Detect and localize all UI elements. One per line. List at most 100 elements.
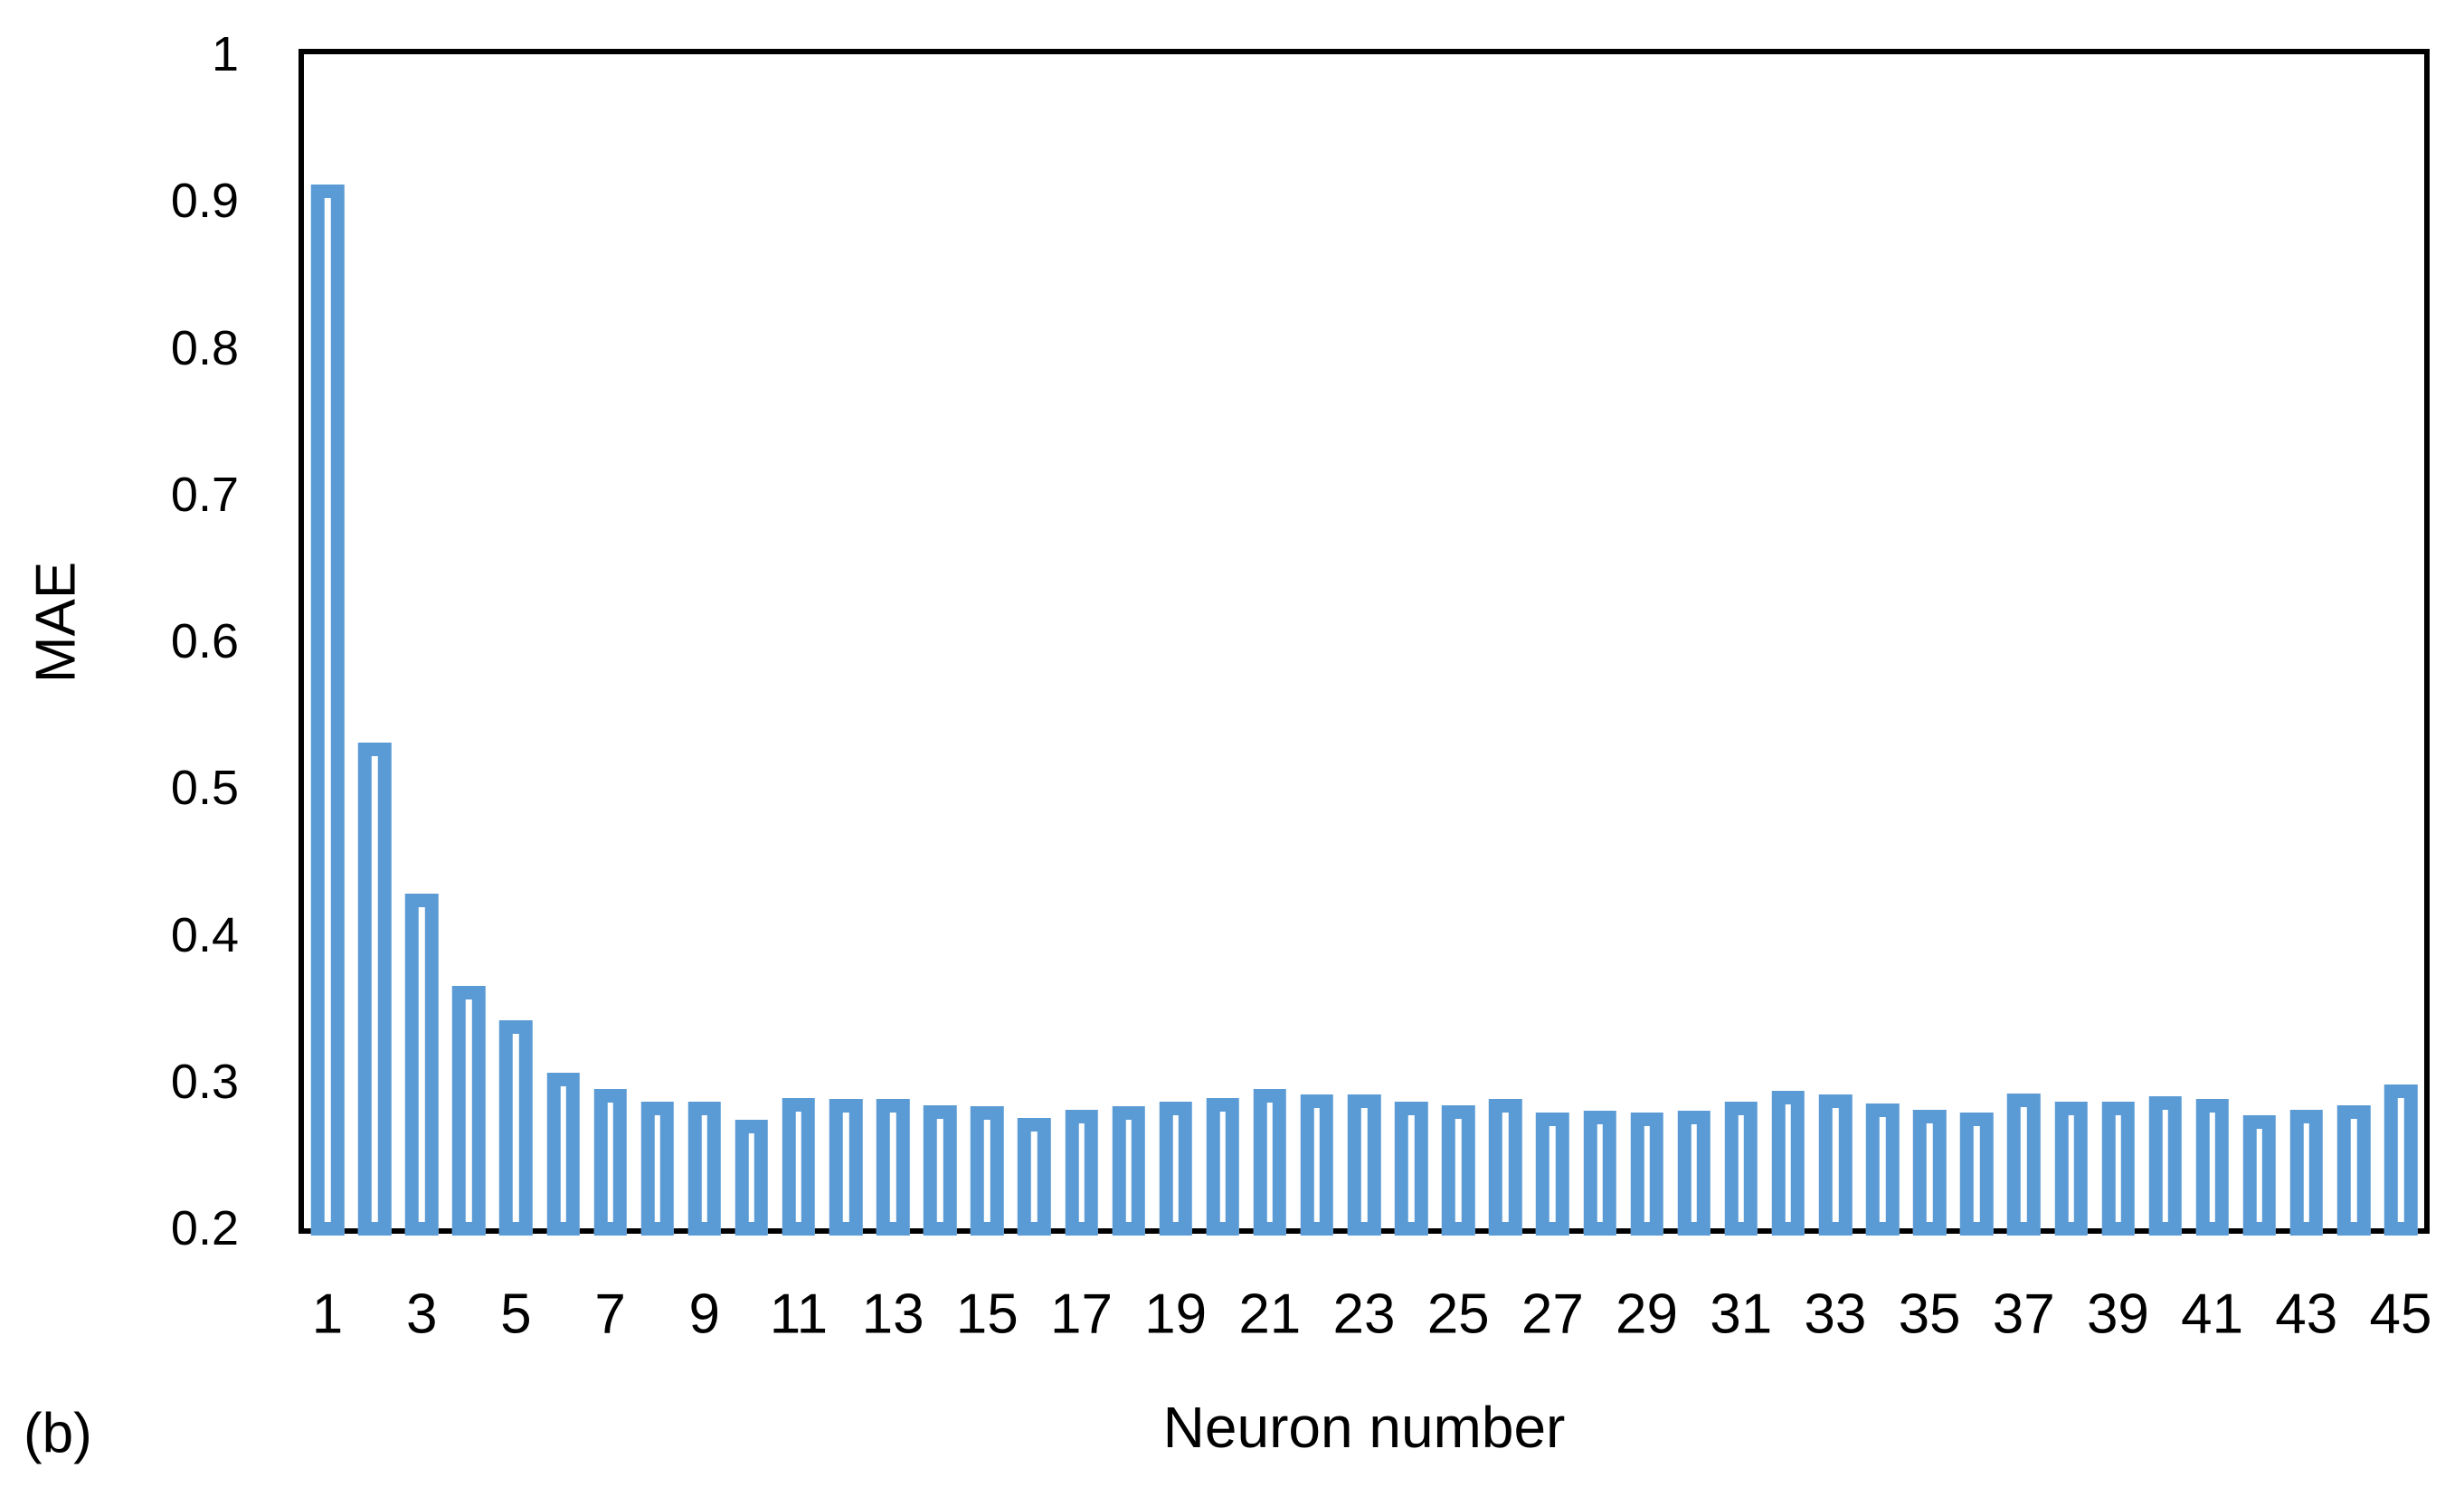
bar-slot	[1906, 54, 1953, 1236]
x-tick-label-17: 17	[1049, 1283, 1113, 1346]
x-tick-label-11: 11	[769, 1283, 829, 1346]
bar-slot	[775, 54, 822, 1236]
x-tick-label-21: 21	[1238, 1283, 1302, 1346]
bar-neuron-34	[1865, 1103, 1900, 1236]
bar-neuron-21	[1253, 1088, 1287, 1236]
bar-neuron-8	[640, 1102, 674, 1236]
y-tick-label-0.2: 0.2	[170, 1201, 239, 1255]
x-tick-label-13: 13	[861, 1283, 924, 1346]
bar-neuron-9	[687, 1102, 722, 1236]
x-tick-label-41: 41	[2181, 1283, 2244, 1346]
bar-slot	[2095, 54, 2142, 1236]
bar-slot	[1671, 54, 1718, 1236]
bar-slot	[587, 54, 634, 1236]
x-tick-label-3: 3	[405, 1283, 438, 1346]
bar-slot	[539, 54, 586, 1236]
bar-slot	[1624, 54, 1671, 1236]
x-tick-label-7: 7	[594, 1283, 626, 1346]
bar-neuron-26	[1489, 1099, 1522, 1236]
bar-slot	[1058, 54, 1105, 1236]
bar-neuron-22	[1300, 1094, 1334, 1236]
x-tick-label-25: 25	[1426, 1283, 1490, 1346]
x-tick-label-23: 23	[1332, 1283, 1396, 1346]
x-tick-label-39: 39	[2086, 1283, 2149, 1346]
bar-slot	[1577, 54, 1624, 1236]
x-tick-label-9: 9	[688, 1283, 720, 1346]
bar-slot	[1529, 54, 1576, 1236]
bar-neuron-32	[1771, 1090, 1805, 1236]
y-tick-label-0.6: 0.6	[170, 614, 239, 668]
panel-label: (b)	[24, 1402, 92, 1465]
x-tick-label-35: 35	[1898, 1283, 1961, 1346]
bar-neuron-41	[2195, 1099, 2230, 1236]
bar-neuron-35	[1913, 1109, 1947, 1236]
bar-neuron-20	[1206, 1097, 1240, 1236]
bar-slot	[728, 54, 775, 1236]
bar-slot	[398, 54, 445, 1236]
bar-neuron-17	[1065, 1109, 1098, 1236]
bar-neuron-33	[1818, 1094, 1853, 1236]
bar-neuron-18	[1112, 1106, 1145, 1236]
bar-neuron-44	[2336, 1104, 2371, 1236]
bar-neuron-15	[971, 1106, 1004, 1236]
bar-slot	[1812, 54, 1859, 1236]
bar-neuron-5	[499, 1019, 533, 1236]
bar-neuron-30	[1677, 1111, 1711, 1236]
bar-neuron-40	[2148, 1095, 2182, 1236]
bar-neuron-36	[1960, 1112, 1994, 1236]
bar-neuron-27	[1536, 1112, 1569, 1236]
bar-neuron-11	[782, 1097, 816, 1236]
bar-slot	[2283, 54, 2330, 1236]
x-tick-label-37: 37	[1992, 1283, 2055, 1346]
bar-neuron-42	[2242, 1115, 2277, 1236]
bar-slot	[445, 54, 492, 1236]
plot-area	[299, 49, 2430, 1236]
bar-slot	[822, 54, 869, 1236]
bar-slot	[1010, 54, 1057, 1236]
x-tick-label-19: 19	[1144, 1283, 1208, 1346]
x-tick-label-1: 1	[311, 1283, 344, 1346]
bars-container	[304, 54, 2424, 1236]
bar-neuron-2	[357, 742, 392, 1236]
y-tick-label-0.8: 0.8	[170, 320, 239, 375]
x-tick-label-15: 15	[955, 1283, 1019, 1346]
bar-slot	[1859, 54, 1906, 1236]
bar-slot	[869, 54, 916, 1236]
bar-slot	[1246, 54, 1294, 1236]
bar-slot	[634, 54, 681, 1236]
bar-neuron-43	[2289, 1109, 2324, 1236]
bar-neuron-3	[405, 894, 439, 1236]
y-tick-label-0.9: 0.9	[170, 174, 239, 229]
bar-neuron-25	[1442, 1104, 1475, 1236]
x-tick-label-43: 43	[2275, 1283, 2338, 1346]
bar-neuron-14	[924, 1104, 957, 1236]
bar-slot	[1152, 54, 1199, 1236]
bar-slot	[351, 54, 398, 1236]
bar-slot	[1388, 54, 1435, 1236]
bar-neuron-28	[1583, 1111, 1616, 1236]
bar-neuron-19	[1159, 1102, 1192, 1236]
x-tick-label-33: 33	[1804, 1283, 1867, 1346]
bar-neuron-29	[1630, 1112, 1663, 1236]
bar-neuron-16	[1018, 1118, 1051, 1236]
bar-neuron-6	[546, 1073, 580, 1236]
bar-neuron-37	[2007, 1093, 2041, 1236]
bar-slot	[1718, 54, 1765, 1236]
y-axis-title: MAE	[24, 561, 88, 684]
bar-neuron-45	[2383, 1084, 2418, 1236]
y-tick-label-0.5: 0.5	[170, 761, 239, 816]
x-tick-label-5: 5	[500, 1283, 532, 1346]
bar-slot	[1341, 54, 1388, 1236]
bar-neuron-23	[1347, 1094, 1381, 1236]
bar-slot	[1953, 54, 2000, 1236]
x-tick-label-27: 27	[1521, 1283, 1584, 1346]
bar-slot	[1435, 54, 1482, 1236]
bar-neuron-31	[1724, 1102, 1758, 1236]
bar-slot	[2236, 54, 2283, 1236]
y-tick-label-0.4: 0.4	[170, 907, 239, 962]
bar-slot	[1482, 54, 1529, 1236]
bar-slot	[2142, 54, 2189, 1236]
bar-neuron-7	[593, 1088, 627, 1236]
bar-neuron-1	[310, 185, 345, 1236]
bar-neuron-38	[2054, 1102, 2088, 1236]
